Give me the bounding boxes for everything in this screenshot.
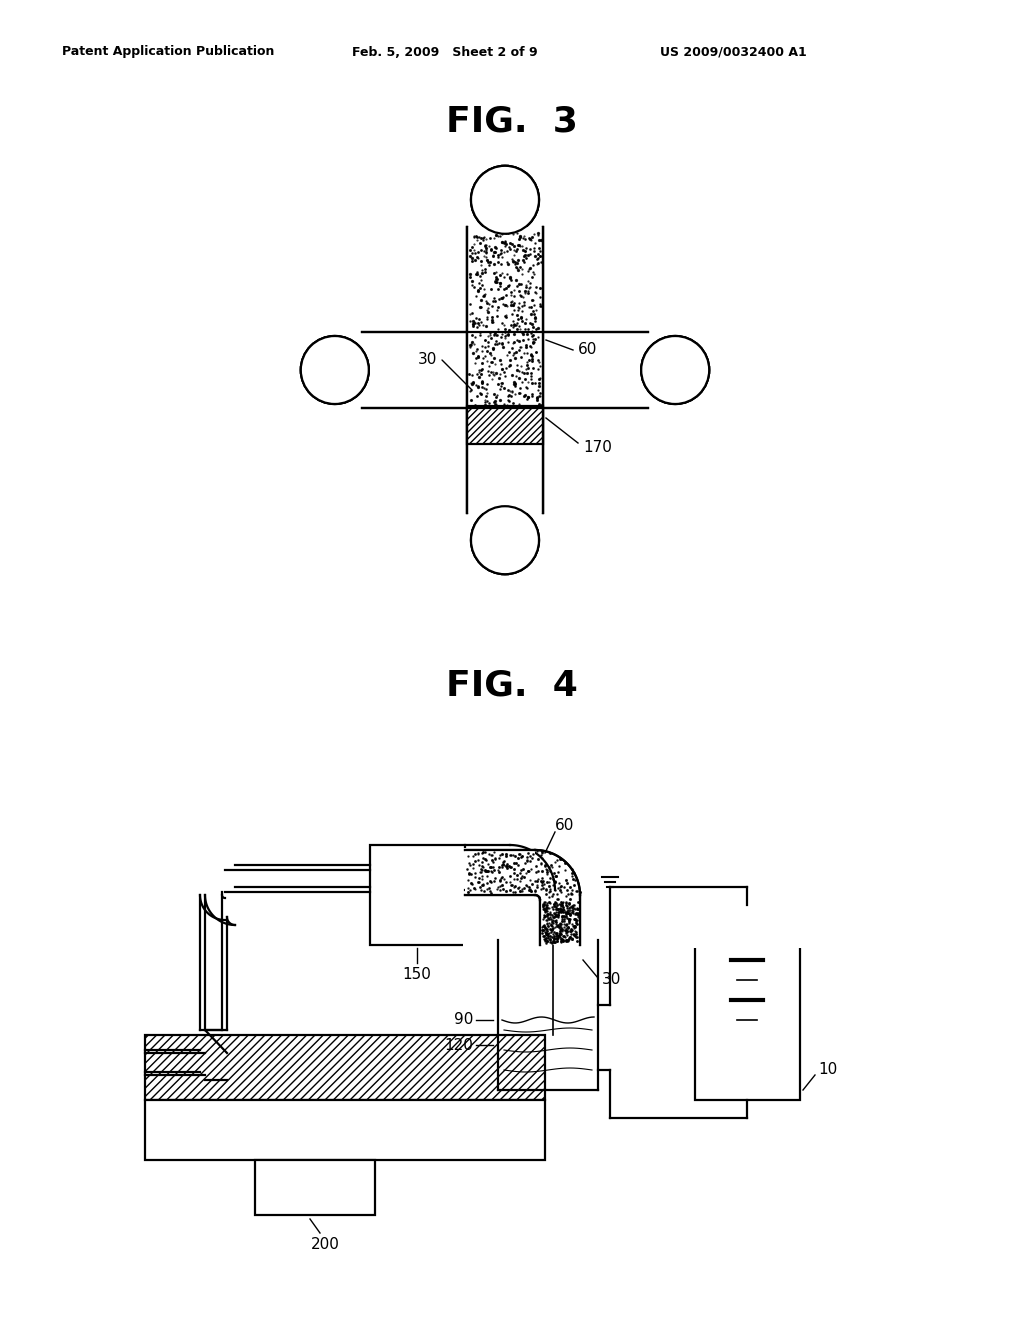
Bar	[467, 227, 543, 333]
Text: 10: 10	[818, 1063, 838, 1077]
Bar	[463, 847, 1024, 948]
Circle shape	[471, 166, 539, 234]
Bar	[695, 906, 800, 1100]
Circle shape	[471, 506, 539, 574]
Circle shape	[471, 166, 539, 234]
Text: 60: 60	[555, 817, 574, 833]
Text: Patent Application Publication: Patent Application Publication	[62, 45, 274, 58]
Bar	[540, 900, 580, 945]
Bar	[145, 1035, 545, 1100]
Text: Feb. 5, 2009   Sheet 2 of 9: Feb. 5, 2009 Sheet 2 of 9	[352, 45, 538, 58]
Circle shape	[641, 337, 710, 404]
Bar	[467, 227, 543, 513]
Bar	[145, 1100, 545, 1160]
Text: FIG.  3: FIG. 3	[446, 106, 578, 139]
Text: 120: 120	[444, 1038, 473, 1052]
Text: 170: 170	[583, 441, 612, 455]
Bar	[543, 333, 648, 408]
Bar	[467, 370, 543, 475]
Text: US 2009/0032400 A1: US 2009/0032400 A1	[660, 45, 807, 58]
Circle shape	[641, 337, 710, 404]
Bar	[467, 407, 543, 444]
Circle shape	[471, 506, 539, 574]
Text: 90: 90	[454, 1012, 473, 1027]
Circle shape	[641, 337, 710, 404]
Circle shape	[471, 506, 539, 574]
Circle shape	[301, 337, 369, 404]
Circle shape	[471, 166, 539, 234]
Circle shape	[301, 337, 369, 404]
Bar	[255, 1160, 375, 1214]
Text: 30: 30	[602, 973, 622, 987]
Bar	[467, 333, 543, 408]
Text: 200: 200	[310, 1237, 339, 1251]
Bar	[465, 850, 535, 895]
Text: 60: 60	[578, 342, 597, 358]
Text: FIG.  4: FIG. 4	[446, 668, 578, 702]
Circle shape	[301, 337, 369, 404]
Text: 150: 150	[402, 968, 431, 982]
Text: 30: 30	[418, 352, 437, 367]
Bar	[362, 333, 467, 408]
Bar	[370, 845, 465, 945]
